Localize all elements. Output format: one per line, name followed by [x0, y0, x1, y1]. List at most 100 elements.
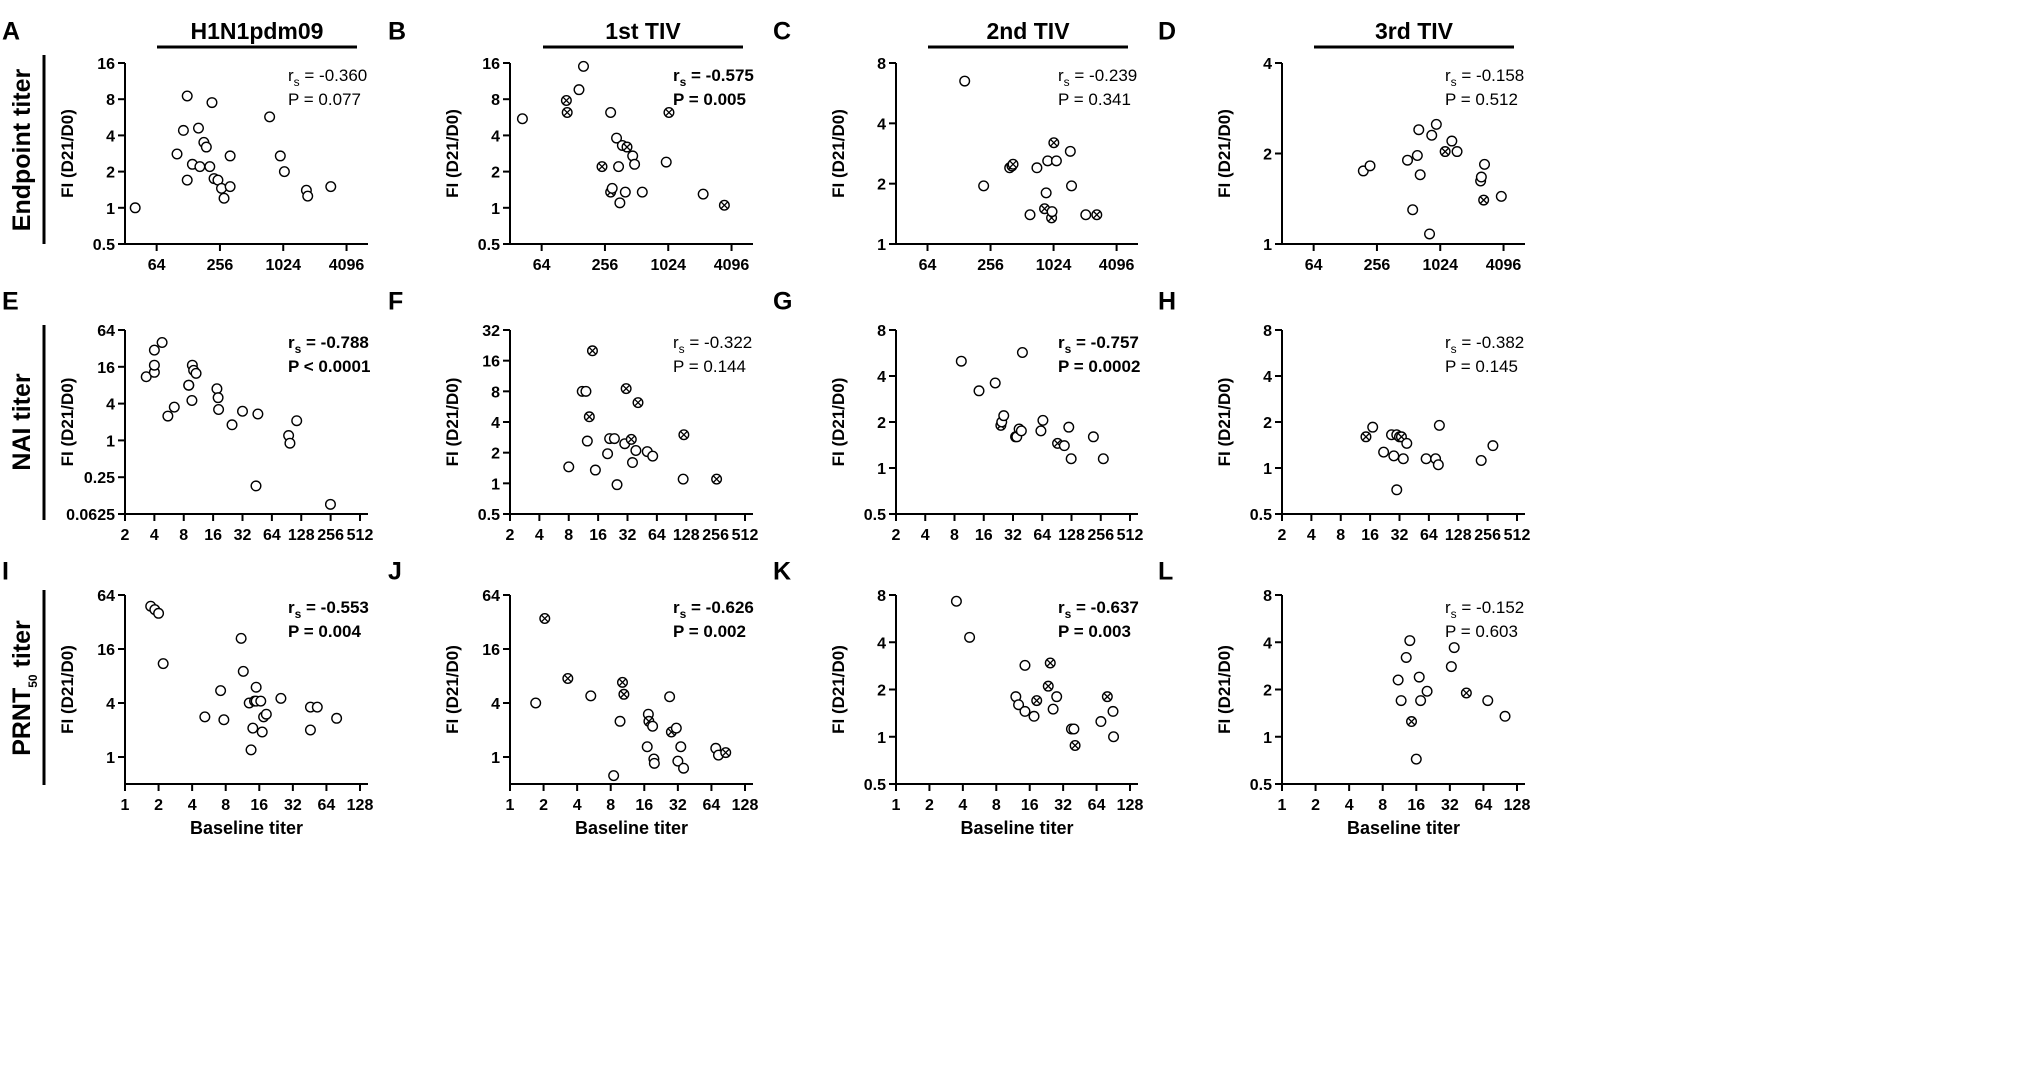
- x-tick-label: 128: [1445, 527, 1472, 544]
- stat-rs-value: = -0.152: [1457, 598, 1525, 617]
- y-tick-label: 2: [491, 165, 500, 182]
- stat-r-subscript: s: [1451, 75, 1457, 89]
- data-point: [1413, 124, 1425, 136]
- panel-C: C 1 2 4 8 64 256 1024 4096 FI (D21/D0) rs = -0.239…: [773, 18, 1138, 274]
- x-axis-label: Baseline titer: [190, 818, 303, 838]
- data-point: [1080, 209, 1092, 221]
- y-axis-label: FI (D21/D0): [443, 645, 462, 734]
- stat-rs: rs = -0.239: [1058, 66, 1137, 89]
- y-tick-label: 0.0625: [66, 507, 115, 524]
- y-tick-label: 4: [491, 415, 500, 432]
- x-tick-label: 64: [148, 257, 166, 274]
- data-point-crossed: [1091, 209, 1103, 221]
- data-point: [1414, 169, 1426, 181]
- y-tick-label: 0.5: [478, 507, 500, 524]
- stat-r-subscript: s: [1064, 75, 1070, 89]
- row-header-subscript: 50: [26, 674, 40, 688]
- data-point: [199, 711, 211, 723]
- data-point: [250, 681, 262, 693]
- data-point: [1013, 699, 1025, 711]
- y-axis-label: FI (D21/D0): [443, 109, 462, 198]
- stat-r-symbol: r: [1445, 66, 1451, 85]
- data-point: [641, 741, 653, 753]
- stat-rs-value: = -0.239: [1070, 66, 1138, 85]
- x-tick-label: 32: [284, 797, 302, 814]
- data-point: [250, 480, 262, 492]
- panel-letter: E: [2, 288, 19, 316]
- y-tick-label: 0.5: [1250, 507, 1272, 524]
- data-point: [236, 405, 248, 417]
- stat-rs-value: = -0.637: [1071, 598, 1139, 617]
- stat-p: P < 0.0001: [288, 357, 370, 376]
- x-tick-label: 4: [188, 797, 197, 814]
- data-point: [1047, 703, 1059, 715]
- data-point-crossed: [586, 345, 598, 357]
- data-point: [1487, 440, 1499, 452]
- y-tick-label: 1: [877, 730, 886, 747]
- x-tick-label: 512: [1117, 527, 1144, 544]
- data-point: [1388, 450, 1400, 462]
- x-tick-label: 64: [318, 797, 336, 814]
- x-tick-label: 64: [648, 527, 666, 544]
- data-point: [608, 433, 620, 445]
- data-point-crossed: [560, 95, 572, 107]
- panel-letter: K: [773, 558, 791, 586]
- panel-I: I 1 4 16 64 1 2 4 8 16 32 64 128 FI (D21/D0) Baseline …: [2, 558, 373, 838]
- data-point-crossed: [1406, 716, 1418, 728]
- y-tick-label: 4: [877, 116, 886, 133]
- data-point: [573, 84, 585, 96]
- panel-letter: J: [388, 558, 402, 586]
- x-tick-label: 16: [589, 527, 607, 544]
- data-point-crossed: [718, 199, 730, 211]
- data-point-crossed: [625, 433, 637, 445]
- y-tick-label: 1: [106, 433, 115, 450]
- stat-rs: rs = -0.626: [673, 598, 754, 621]
- panel-letter: I: [2, 558, 9, 586]
- data-point: [1451, 146, 1463, 158]
- x-tick-label: 256: [1364, 257, 1391, 274]
- x-tick-label: 4096: [1486, 257, 1522, 274]
- x-tick-label: 128: [1058, 527, 1085, 544]
- data-point: [1410, 753, 1422, 765]
- stat-p: P = 0.603: [1445, 622, 1518, 641]
- stat-rs-value: = -0.575: [686, 66, 754, 85]
- data-point-crossed: [561, 107, 573, 119]
- data-point: [647, 720, 659, 732]
- y-tick-label: 8: [877, 56, 886, 73]
- x-axis-label: Baseline titer: [575, 818, 688, 838]
- data-point: [1448, 642, 1460, 654]
- stat-r-subscript: s: [295, 342, 302, 356]
- y-tick-label: 0.5: [1250, 777, 1272, 794]
- stat-r-symbol: r: [1445, 333, 1451, 352]
- data-point: [1475, 454, 1487, 466]
- x-tick-label: 32: [234, 527, 252, 544]
- x-tick-label: 64: [1475, 797, 1493, 814]
- stat-rs-value: = -0.788: [301, 333, 369, 352]
- column-header-2: 1st TIV: [543, 18, 743, 49]
- y-tick-label: 8: [1263, 588, 1272, 605]
- data-point: [1378, 446, 1390, 458]
- x-axis-label: Baseline titer: [1347, 818, 1460, 838]
- row-header-label: PRNT50 titer: [8, 620, 40, 756]
- x-tick-label: 64: [1088, 797, 1106, 814]
- data-point: [181, 174, 193, 186]
- panel-letter: A: [2, 18, 20, 46]
- stat-rs: rs = -0.152: [1445, 598, 1524, 621]
- data-point: [304, 724, 316, 736]
- data-point: [1058, 440, 1070, 452]
- panel-J: J 1 4 16 64 1 2 4 8 16 32 64 128 FI (D21/D0) Baseline …: [388, 558, 758, 838]
- stat-p: P = 0.005: [673, 90, 746, 109]
- column-header-4: 3rd TIV: [1314, 18, 1514, 49]
- data-point: [1426, 129, 1438, 141]
- stat-r-subscript: s: [295, 607, 302, 621]
- data-point: [255, 695, 267, 707]
- x-tick-label: 32: [669, 797, 687, 814]
- x-axis-label: Baseline titer: [960, 818, 1073, 838]
- stat-p: P = 0.512: [1445, 90, 1518, 109]
- stat-p: P = 0.341: [1058, 90, 1131, 109]
- stat-r-symbol: r: [673, 598, 680, 617]
- data-point: [606, 182, 618, 194]
- x-tick-label: 16: [635, 797, 653, 814]
- row-header-tail: titer: [8, 620, 36, 674]
- x-tick-label: 2: [154, 797, 163, 814]
